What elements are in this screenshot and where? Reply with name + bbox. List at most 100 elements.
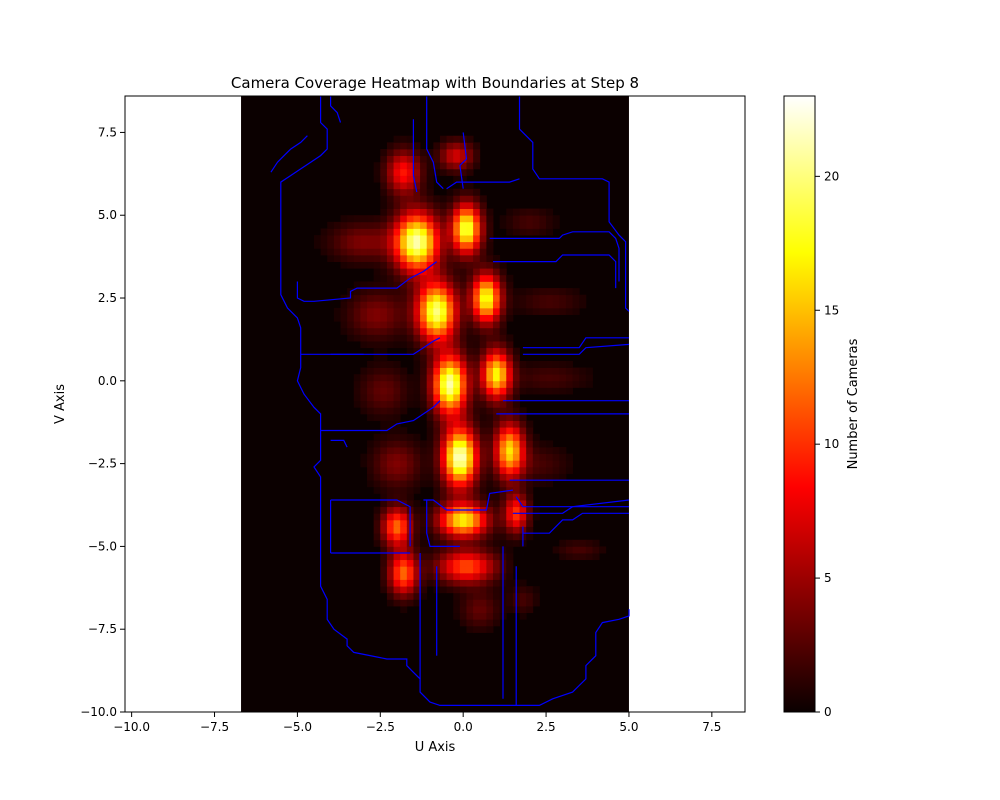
heatmap-cell (466, 168, 474, 176)
heatmap-cell (512, 460, 520, 468)
heatmap-cell (353, 294, 361, 302)
heatmap-cell (519, 513, 527, 521)
heatmap-cell (413, 281, 421, 289)
heatmap-cell (506, 453, 514, 461)
heatmap-cell (393, 513, 401, 521)
heatmap-cell (466, 407, 474, 415)
heatmap-cell (486, 407, 494, 415)
heatmap-cell (486, 433, 494, 441)
heatmap-cell (340, 327, 348, 335)
heatmap-cell (532, 367, 540, 375)
heatmap-cell (373, 314, 381, 322)
heatmap-cell (552, 294, 560, 302)
heatmap-cell (433, 235, 441, 243)
heatmap-cell (459, 460, 467, 468)
heatmap-cell (393, 175, 401, 183)
heatmap-cell (499, 400, 507, 408)
heatmap-cell (499, 321, 507, 329)
heatmap-cell (426, 460, 434, 468)
heatmap-cell (433, 314, 441, 322)
heatmap-cell (473, 572, 481, 580)
heatmap-cell (360, 460, 368, 468)
heatmap-cell (539, 228, 547, 236)
boundary-line (522, 512, 629, 534)
heatmap-cell (373, 248, 381, 256)
heatmap-cell (506, 493, 514, 501)
x-axis: −10.0 −7.5 −5.0 −2.5 0.0 2.5 5.0 7.5 (113, 712, 721, 734)
heatmap-cell (353, 254, 361, 262)
heatmap-cell (413, 261, 421, 269)
heatmap-cell (453, 553, 461, 561)
heatmap-cell (406, 599, 414, 607)
colorbar-frame (783, 95, 816, 713)
heatmap-cell (479, 579, 487, 587)
heatmap-cell (393, 221, 401, 229)
heatmap-cell (406, 466, 414, 474)
heatmap-cell (493, 473, 501, 481)
heatmap-cell (466, 586, 474, 594)
heatmap-cell (473, 221, 481, 229)
heatmap-cell (406, 546, 414, 554)
boundary-line (522, 343, 630, 355)
heatmap-cell (479, 599, 487, 607)
heatmap-cell (473, 162, 481, 170)
heatmap-cell (340, 235, 348, 243)
heatmap-cell (420, 559, 428, 567)
heatmap-cell (380, 493, 388, 501)
heatmap-cell (413, 148, 421, 157)
heatmap-cell (393, 367, 401, 375)
heatmap-cell (420, 327, 428, 335)
heatmap-cell (486, 374, 494, 382)
heatmap-cell (400, 228, 408, 236)
heatmap-cell (393, 168, 401, 176)
heatmap-cell (393, 500, 401, 508)
heatmap-cell (473, 215, 481, 223)
heatmap-cell (367, 248, 375, 256)
heatmap-cell (433, 493, 441, 501)
heatmap-cell (486, 281, 494, 289)
heatmap-cell (459, 539, 467, 547)
heatmap-cell (413, 586, 421, 594)
heatmap-cell (539, 460, 547, 468)
heatmap-cell (393, 592, 401, 600)
heatmap-cell (413, 559, 421, 567)
heatmap-cell (439, 162, 447, 170)
heatmap-cell (565, 387, 573, 395)
heatmap-cell (400, 334, 408, 342)
heatmap-cell (446, 500, 454, 508)
heatmap-cell (340, 241, 348, 249)
heatmap-cell (466, 201, 474, 209)
heatmap-cell (506, 480, 514, 488)
heatmap-cell (519, 453, 527, 461)
heatmap-cell (380, 268, 388, 276)
heatmap-cell (453, 261, 461, 269)
heatmap-cell (473, 327, 481, 335)
heatmap-cell (493, 367, 501, 375)
heatmap-cell (420, 301, 428, 309)
heatmap-cell (506, 347, 514, 355)
heatmap-cell (466, 420, 474, 428)
heatmap-cell (426, 519, 434, 527)
heatmap-cell (400, 400, 408, 408)
heatmap-cell (493, 380, 501, 388)
heatmap-cell (386, 314, 394, 322)
heatmap-cell (479, 201, 487, 209)
heatmap-cell (479, 321, 487, 329)
heatmap-cell (446, 248, 454, 256)
heatmap-cell (393, 572, 401, 580)
heatmap-cell (406, 301, 414, 309)
heatmap-cell (473, 420, 481, 428)
heatmap-cell (413, 539, 421, 547)
heatmap-cell (426, 235, 434, 243)
heatmap-cell (506, 566, 514, 574)
heatmap-cell (393, 334, 401, 342)
heatmap-cell (380, 394, 388, 402)
heatmap-cell (493, 506, 501, 514)
heatmap-cell (373, 380, 381, 388)
heatmap-cell (420, 394, 428, 402)
heatmap-cell (479, 341, 487, 349)
heatmap-cell (466, 148, 474, 157)
heatmap-cell (367, 307, 375, 315)
boundary-line (489, 231, 620, 282)
heatmap-cell (347, 215, 355, 223)
